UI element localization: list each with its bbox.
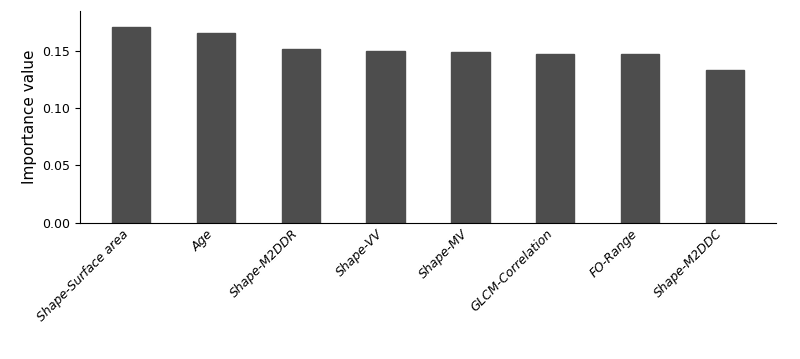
Bar [451, 52, 490, 223]
Bar [197, 33, 235, 223]
Bar [621, 54, 659, 223]
Bar [112, 27, 150, 223]
Bar [366, 51, 405, 223]
Y-axis label: Importance value: Importance value [22, 50, 37, 184]
Bar [706, 70, 744, 223]
Bar [536, 54, 574, 223]
Bar [282, 48, 320, 223]
